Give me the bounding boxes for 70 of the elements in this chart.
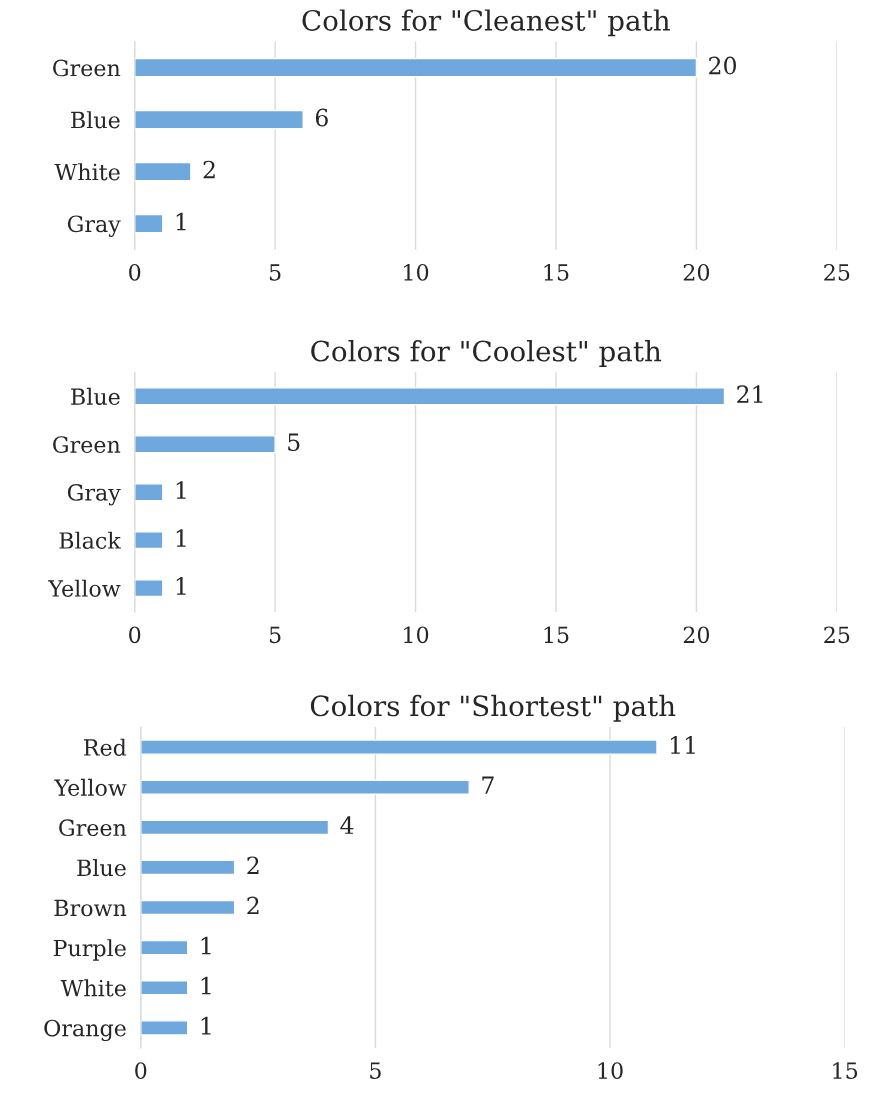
data-label: 5 [288, 433, 300, 452]
x-tick-label: 5 [269, 626, 281, 644]
data-label: 11 [670, 736, 695, 754]
y-tick-label: Gray [67, 483, 121, 506]
bar [134, 387, 726, 406]
y-tick-label: Blue [71, 111, 120, 129]
bar [134, 579, 164, 598]
x-tick-label: 10 [404, 626, 429, 644]
x-tick-label: 0 [135, 1062, 147, 1080]
x-tick-label: 15 [544, 263, 569, 281]
bar [134, 57, 698, 78]
y-tick-label: Green [59, 819, 127, 837]
bar [134, 213, 164, 234]
data-label: 6 [315, 108, 328, 127]
bar [140, 980, 189, 996]
data-label: 2 [203, 160, 215, 179]
x-tick-label: 0 [129, 626, 141, 644]
data-label: 2 [247, 856, 259, 874]
data-label: 1 [176, 212, 186, 231]
x-tick-label: 15 [833, 1062, 858, 1080]
x-tick-label: 25 [824, 263, 850, 281]
x-tick-label: 15 [544, 626, 569, 644]
chart-title: Colors for "Shortest" path [310, 694, 676, 722]
bar [134, 531, 164, 550]
data-label: 2 [247, 896, 259, 915]
chart-title: Colors for "Cleanest" path [302, 9, 670, 37]
bar [140, 899, 236, 916]
x-tick-label: 25 [824, 626, 850, 644]
x-tick-label: 10 [404, 263, 429, 281]
data-label: 20 [709, 56, 736, 75]
bar [140, 819, 330, 836]
y-tick-label: Yellow [48, 579, 121, 597]
bar [134, 483, 164, 502]
y-tick-label: Blue [71, 387, 120, 406]
x-tick-label: 20 [683, 263, 710, 281]
x-tick-label: 10 [598, 1062, 623, 1080]
bar [134, 109, 304, 130]
y-tick-label: Green [53, 436, 121, 453]
y-tick-label: Brown [54, 899, 127, 917]
y-tick-label: Black [59, 531, 121, 549]
y-tick-label: Yellow [54, 778, 127, 796]
bar [140, 939, 189, 956]
chart-title: Colors for "Coolest" path [311, 340, 662, 367]
x-tick-label: 20 [683, 626, 710, 644]
bar [140, 1020, 189, 1036]
bar [140, 739, 658, 755]
data-label: 1 [176, 481, 186, 499]
y-tick-label: White [54, 163, 120, 181]
bar [134, 161, 192, 182]
data-label: 1 [201, 976, 211, 995]
y-tick-label: White [60, 979, 126, 997]
data-label: 1 [176, 577, 186, 595]
data-label: 7 [482, 776, 494, 794]
bar [140, 779, 470, 795]
y-tick-label: Purple [53, 939, 126, 961]
y-tick-label: Blue [77, 859, 126, 877]
y-tick-label: Red [84, 738, 127, 756]
x-tick-label: 5 [269, 264, 281, 281]
data-label: 4 [340, 816, 354, 834]
y-tick-label: Orange [44, 1019, 126, 1042]
bar [140, 859, 236, 876]
bar [134, 435, 276, 454]
y-tick-label: Green [53, 59, 121, 77]
data-label: 1 [201, 936, 211, 955]
x-tick-label: 0 [129, 263, 141, 281]
y-tick-label: Gray [67, 215, 121, 237]
data-label: 1 [176, 529, 186, 547]
data-label: 21 [737, 385, 763, 403]
x-tick-label: 5 [370, 1062, 381, 1080]
data-label: 1 [201, 1016, 211, 1035]
